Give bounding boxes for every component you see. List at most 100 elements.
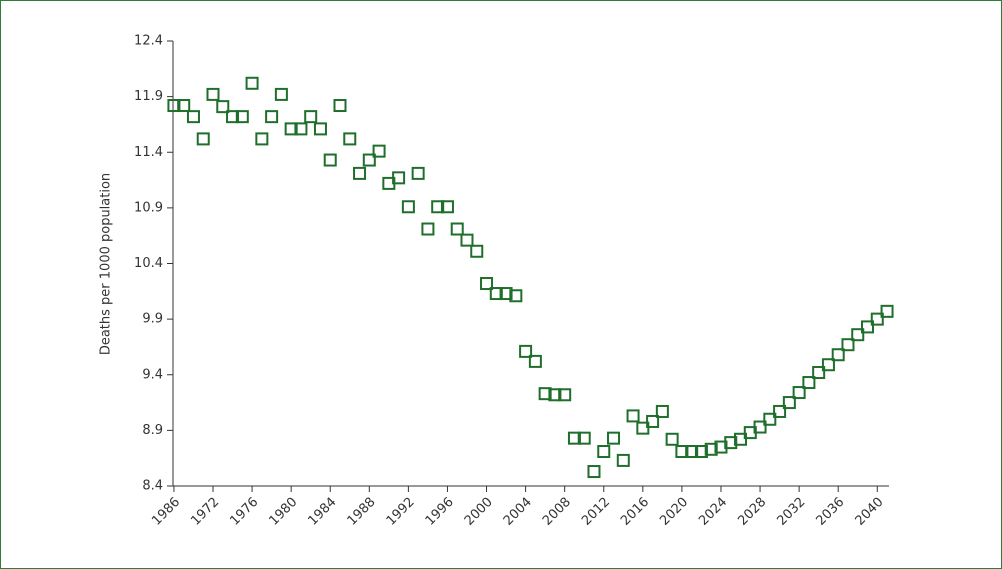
marker — [694, 445, 708, 459]
marker — [265, 110, 279, 124]
x-tick-label: 1992 — [384, 495, 418, 529]
x-tick-label: 1986 — [149, 495, 183, 529]
marker — [216, 100, 230, 114]
y-tick-label: 9.9 — [142, 312, 163, 327]
marker — [831, 348, 845, 362]
marker — [499, 287, 513, 301]
marker — [196, 132, 210, 146]
marker — [343, 132, 357, 146]
marker — [313, 122, 327, 136]
marker — [401, 200, 415, 214]
x-tick-label: 2004 — [501, 495, 535, 529]
x-tick-label: 2000 — [462, 495, 496, 529]
marker — [431, 200, 445, 214]
marker — [323, 153, 337, 167]
marker — [450, 222, 464, 236]
marker — [597, 445, 611, 459]
marker — [245, 76, 259, 90]
marker — [167, 99, 181, 113]
marker — [177, 99, 191, 113]
marker — [558, 388, 572, 402]
x-tick-label: 2028 — [735, 495, 769, 529]
x-tick-label: 2024 — [696, 495, 730, 529]
marker — [782, 396, 796, 410]
marker — [538, 387, 552, 401]
marker — [372, 144, 386, 158]
marker — [734, 432, 748, 446]
marker — [528, 354, 542, 368]
x-tick-label: 2008 — [540, 495, 574, 529]
marker — [616, 453, 630, 467]
marker — [714, 440, 728, 454]
y-tick-label: 8.4 — [142, 479, 163, 494]
marker — [861, 320, 875, 334]
marker — [724, 436, 738, 450]
marker — [509, 289, 523, 303]
marker — [440, 200, 454, 214]
marker — [304, 110, 318, 124]
y-tick-label: 10.9 — [134, 200, 163, 215]
marker — [675, 445, 689, 459]
marker — [294, 122, 308, 136]
marker — [255, 132, 269, 146]
marker — [460, 233, 474, 247]
x-tick-label: 2032 — [774, 495, 808, 529]
marker — [626, 409, 640, 423]
marker — [870, 312, 884, 326]
y-tick-label: 9.4 — [142, 367, 163, 382]
marker — [880, 304, 894, 318]
x-tick-label: 2016 — [618, 495, 652, 529]
marker — [480, 277, 494, 291]
marker — [821, 358, 835, 372]
x-tick-label: 2012 — [579, 495, 613, 529]
y-tick-label: 12.4 — [134, 34, 163, 49]
x-tick-label: 1972 — [188, 495, 222, 529]
marker — [646, 414, 660, 428]
marker — [587, 465, 601, 479]
x-tick-label: 1976 — [227, 495, 261, 529]
marker — [392, 171, 406, 185]
marker — [567, 431, 581, 445]
marker — [235, 110, 249, 124]
marker — [186, 110, 200, 124]
marker — [353, 166, 367, 180]
marker — [607, 431, 621, 445]
marker — [841, 338, 855, 352]
marker — [206, 87, 220, 101]
x-tick-label: 2040 — [853, 495, 887, 529]
marker — [792, 386, 806, 400]
marker — [519, 344, 533, 358]
marker — [274, 87, 288, 101]
x-tick-label: 1996 — [423, 495, 457, 529]
x-tick-label: 1988 — [345, 495, 379, 529]
marker — [333, 99, 347, 113]
x-tick-label: 1980 — [266, 495, 300, 529]
marker — [489, 287, 503, 301]
marker — [685, 445, 699, 459]
y-axis-label: Deaths per 1000 population — [99, 173, 114, 355]
marker — [655, 404, 669, 418]
marker — [362, 153, 376, 167]
marker — [802, 376, 816, 390]
x-tick-label: 2020 — [657, 495, 691, 529]
marker — [577, 431, 591, 445]
x-tick-label: 2036 — [813, 495, 847, 529]
marker — [665, 432, 679, 446]
marker — [763, 412, 777, 426]
marker — [411, 166, 425, 180]
marker — [470, 244, 484, 258]
x-tick-label: 1984 — [306, 495, 340, 529]
y-tick-label: 8.9 — [142, 423, 163, 438]
marker — [753, 420, 767, 434]
y-tick-label: 10.4 — [134, 256, 163, 271]
marker — [812, 366, 826, 380]
marker — [851, 328, 865, 342]
marker — [704, 442, 718, 456]
marker — [548, 388, 562, 402]
marker — [636, 421, 650, 435]
marker — [226, 110, 240, 124]
y-tick-label: 11.9 — [134, 89, 163, 104]
marker — [773, 404, 787, 418]
